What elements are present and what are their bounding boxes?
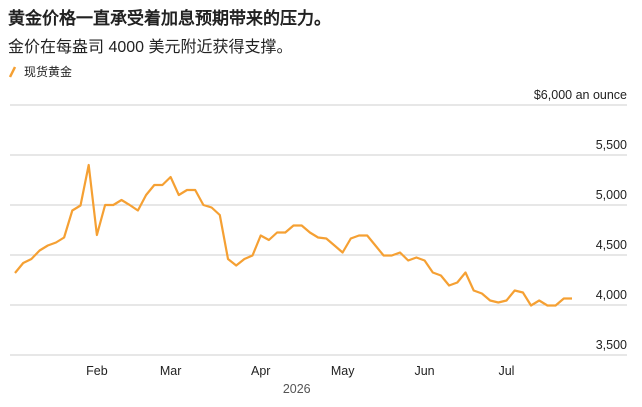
x-tick-label: Jul xyxy=(498,364,514,378)
x-axis-label: 2026 xyxy=(283,382,311,396)
x-tick-label: Mar xyxy=(160,364,182,378)
y-tick-label: 4,500 xyxy=(596,238,627,252)
y-tick-label: 3,500 xyxy=(596,338,627,352)
x-tick-label: May xyxy=(331,364,355,378)
chart-subtitle: 金价在每盎司 4000 美元附近获得支撑。 xyxy=(8,38,293,56)
x-tick-label: Jun xyxy=(414,364,434,378)
legend-label: 现货黄金 xyxy=(24,64,72,79)
legend-marker xyxy=(8,66,17,78)
x-tick-label: Feb xyxy=(86,364,108,378)
y-tick-label: 5,500 xyxy=(596,138,627,152)
y-tick-label: 5,000 xyxy=(596,188,627,202)
data-line xyxy=(14,163,572,307)
x-tick-label: Apr xyxy=(251,364,270,378)
chart-title: 黄金价格一直承受着加息预期带来的压力。 xyxy=(8,8,331,28)
y-tick-label: $6,000 an ounce xyxy=(534,88,627,102)
y-tick-label: 4,000 xyxy=(596,288,627,302)
